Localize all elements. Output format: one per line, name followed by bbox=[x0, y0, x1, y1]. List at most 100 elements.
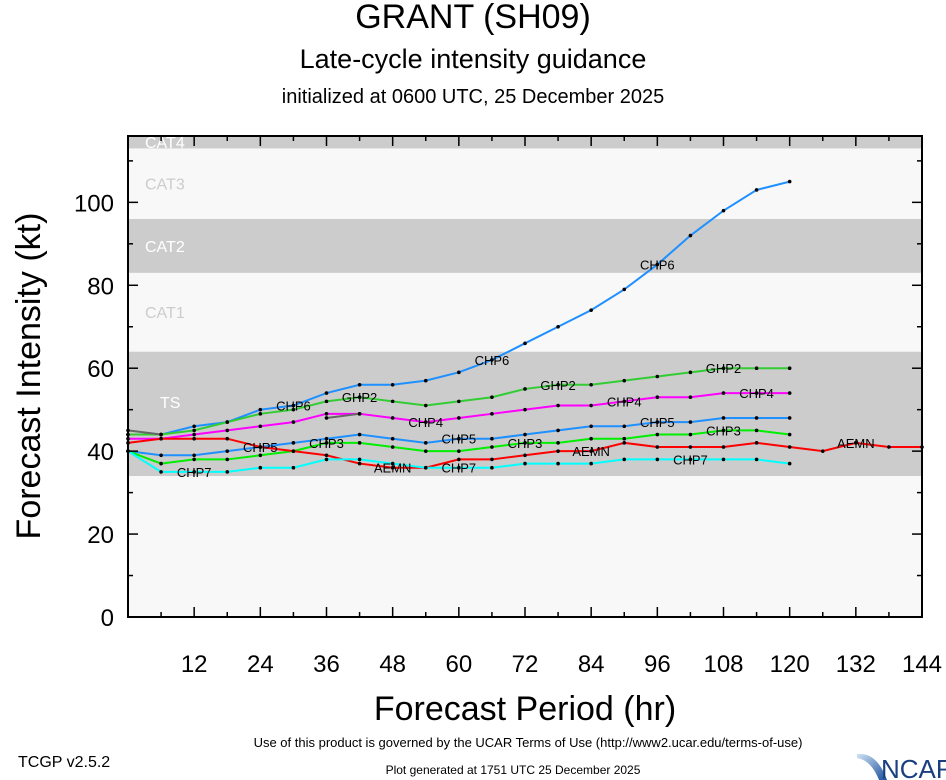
data-point bbox=[225, 420, 230, 424]
series-label: CHP7 bbox=[441, 461, 476, 476]
data-point bbox=[390, 445, 395, 449]
data-point bbox=[357, 382, 362, 387]
series-label: AEMN bbox=[837, 436, 875, 451]
data-point bbox=[423, 403, 428, 408]
data-point bbox=[622, 378, 627, 383]
data-point bbox=[258, 445, 263, 449]
y-tick-label: 60 bbox=[87, 356, 114, 383]
series-label: GHP2 bbox=[540, 378, 575, 393]
data-point bbox=[291, 449, 296, 453]
data-point bbox=[258, 465, 263, 470]
data-point bbox=[490, 358, 494, 362]
data-point bbox=[721, 457, 726, 462]
data-point bbox=[688, 370, 693, 375]
data-point bbox=[688, 445, 693, 449]
data-point bbox=[589, 436, 593, 441]
band-label: CAT2 bbox=[145, 239, 185, 256]
data-point bbox=[423, 449, 428, 453]
band-cat3 bbox=[128, 148, 922, 219]
data-point bbox=[490, 457, 494, 462]
data-point bbox=[192, 470, 196, 474]
ncar-logo: NCAR bbox=[857, 753, 946, 780]
data-point bbox=[390, 399, 395, 404]
x-tick-label: 36 bbox=[313, 651, 340, 678]
data-point bbox=[159, 436, 163, 441]
data-point bbox=[854, 441, 858, 445]
series-label: CHP5 bbox=[243, 440, 278, 455]
series-line-unnamed bbox=[127, 412, 360, 436]
x-axis-label: Forecast Period (hr) bbox=[374, 690, 676, 728]
data-point bbox=[291, 465, 296, 470]
data-point bbox=[688, 233, 693, 238]
y-tick-label: 80 bbox=[87, 273, 114, 300]
y-tick-label: 40 bbox=[87, 439, 114, 466]
data-point bbox=[523, 341, 527, 346]
data-point bbox=[357, 441, 362, 445]
series-label: CHP3 bbox=[309, 436, 344, 451]
data-point bbox=[225, 436, 230, 441]
data-point bbox=[655, 420, 660, 424]
data-point bbox=[622, 436, 627, 441]
data-point bbox=[589, 403, 593, 408]
x-tick-label: 60 bbox=[445, 651, 472, 678]
data-point bbox=[258, 412, 263, 416]
data-point bbox=[357, 432, 362, 437]
data-point bbox=[225, 428, 230, 433]
data-point bbox=[688, 420, 693, 424]
data-point bbox=[457, 416, 461, 420]
data-point bbox=[258, 407, 263, 412]
series-label: AEMN bbox=[374, 461, 412, 476]
data-point bbox=[787, 416, 792, 420]
data-point bbox=[225, 449, 230, 453]
band-label: CAT4 bbox=[145, 135, 185, 152]
data-point bbox=[523, 461, 527, 466]
series-label: GHP2 bbox=[342, 390, 377, 405]
data-point bbox=[324, 416, 329, 420]
chart-title: GRANT (SH09) bbox=[355, 0, 591, 36]
data-point bbox=[589, 382, 593, 387]
data-point bbox=[721, 416, 726, 420]
data-point bbox=[556, 403, 560, 408]
data-point bbox=[159, 453, 163, 458]
x-tick-label: 108 bbox=[703, 651, 743, 678]
series-label: CHP5 bbox=[640, 415, 675, 430]
data-point bbox=[589, 461, 593, 466]
data-point bbox=[523, 407, 527, 412]
data-point bbox=[390, 461, 395, 466]
data-point bbox=[192, 428, 196, 433]
data-point bbox=[291, 420, 296, 424]
data-point bbox=[192, 436, 196, 441]
data-point bbox=[324, 399, 329, 404]
data-point bbox=[556, 449, 560, 453]
data-point bbox=[457, 436, 461, 441]
x-tick-label: 24 bbox=[247, 651, 274, 678]
data-point bbox=[622, 424, 627, 429]
x-tick-label: 120 bbox=[770, 651, 810, 678]
data-point bbox=[423, 378, 428, 383]
data-point bbox=[721, 208, 726, 213]
data-point bbox=[754, 391, 759, 395]
band-cat1 bbox=[128, 272, 922, 352]
data-point bbox=[324, 391, 329, 395]
series-label: CHP4 bbox=[607, 394, 642, 409]
data-point bbox=[490, 395, 494, 400]
x-tick-label: 144 bbox=[902, 651, 942, 678]
init-time: initialized at 0600 UTC, 25 December 202… bbox=[281, 86, 665, 108]
series-label: GHP2 bbox=[706, 361, 741, 376]
data-point bbox=[622, 441, 627, 445]
data-point bbox=[589, 449, 593, 453]
series-label: CHP7 bbox=[673, 452, 708, 467]
data-point bbox=[787, 366, 792, 371]
series-label: AEMN bbox=[572, 444, 610, 459]
x-tick-label: 72 bbox=[512, 651, 539, 678]
data-point bbox=[159, 470, 163, 474]
y-tick-label: 0 bbox=[101, 605, 114, 632]
data-point bbox=[324, 457, 329, 462]
band-label: CAT1 bbox=[145, 305, 185, 322]
data-point bbox=[754, 457, 759, 462]
series-label: CHP6 bbox=[475, 353, 510, 368]
data-point bbox=[523, 441, 527, 445]
data-point bbox=[225, 470, 230, 474]
data-point bbox=[291, 407, 296, 412]
